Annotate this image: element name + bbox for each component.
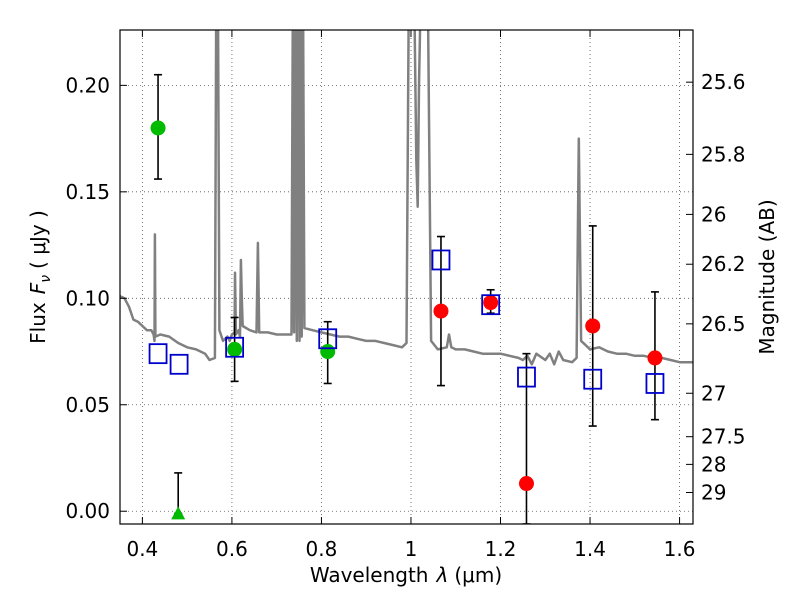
- right-tick-label: 27: [701, 381, 726, 405]
- data-point: [483, 295, 499, 311]
- model-point: [318, 328, 338, 350]
- y-axis-label-right: Magnitude (AB): [755, 199, 779, 354]
- model-point: [645, 373, 665, 394]
- y-tick-label: 0.15: [65, 180, 110, 204]
- data-point: [320, 344, 336, 360]
- model-point: [481, 294, 501, 316]
- right-tick-label: 28: [701, 452, 726, 476]
- x-tick-label: 0.4: [126, 537, 158, 561]
- right-tick-label: 25.6: [701, 70, 746, 94]
- y-axis-ticks: 0.00 0.05 0.10 0.15 0.20: [65, 73, 127, 523]
- x-axis-ticks: 0.4 0.6 0.8 1 1.2 1.4 1.6: [126, 30, 695, 561]
- model-point: [517, 366, 536, 388]
- data-point: [518, 476, 534, 492]
- model-point: [431, 249, 451, 271]
- model-point: [169, 353, 189, 375]
- data-point: [227, 341, 243, 357]
- y-tick-label: 0.20: [65, 73, 110, 97]
- right-tick-label: 26.5: [701, 312, 746, 336]
- y-tick-label: 0.10: [65, 286, 110, 310]
- upper-limit-point: [171, 506, 186, 520]
- data-point: [585, 318, 601, 334]
- right-tick-label: 27.5: [701, 425, 746, 449]
- model-point: [225, 336, 245, 358]
- data-point: [150, 120, 166, 136]
- x-tick-label: 1.6: [664, 537, 696, 561]
- right-tick-label: 25.8: [701, 142, 746, 166]
- y-tick-label: 0.05: [65, 393, 110, 417]
- right-axis-ticks: 25.6 25.8 26 26.2 26.5 27 27.5 28 29: [686, 70, 746, 504]
- x-tick-label: 0.8: [306, 537, 338, 561]
- data-point: [433, 303, 449, 319]
- right-tick-label: 26: [701, 202, 726, 226]
- x-axis-label: Wavelength λ (μm): [310, 563, 502, 587]
- x-tick-label: 1.4: [574, 537, 606, 561]
- x-tick-label: 0.6: [216, 537, 248, 561]
- model-point: [583, 368, 603, 390]
- data-point: [647, 350, 663, 366]
- plot-frame: [119, 29, 694, 525]
- x-tick-label: 1: [405, 537, 418, 561]
- right-tick-label: 26.2: [701, 252, 746, 276]
- model-point: [148, 343, 168, 365]
- y-axis-label-left: FluxFν( μJy ): [26, 210, 54, 344]
- spectrum-layer: [120, 30, 693, 366]
- y-tick-label: 0.00: [65, 499, 110, 523]
- spectrum-line: [120, 30, 693, 366]
- marks-layer: [148, 73, 665, 524]
- right-tick-label: 29: [701, 480, 726, 504]
- x-tick-label: 1.2: [485, 537, 517, 561]
